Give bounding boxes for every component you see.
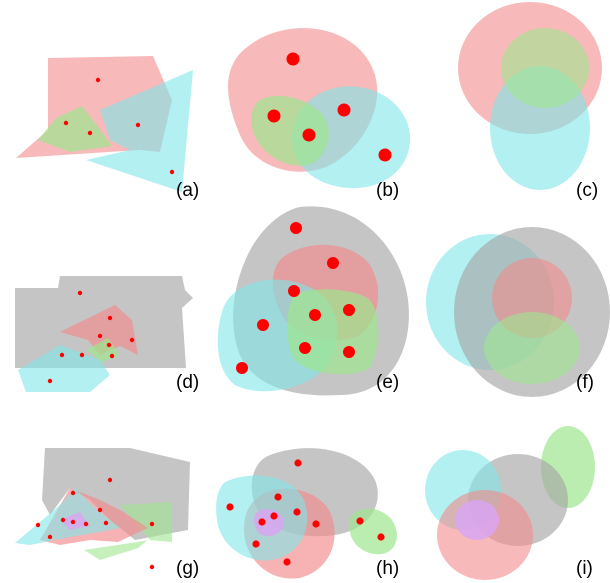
point [63, 120, 69, 126]
point [274, 493, 282, 501]
panel-i: (i) [425, 426, 595, 580]
point [343, 304, 355, 316]
panel-label: (a) [176, 180, 199, 201]
panel-label: (h) [376, 558, 399, 579]
point [95, 77, 101, 83]
point [149, 564, 155, 570]
green-region [501, 28, 589, 108]
red-region [60, 305, 138, 355]
point [267, 109, 281, 123]
point [129, 337, 135, 343]
point [294, 459, 302, 467]
panel-h: (h) [216, 448, 399, 579]
panel-c: (c) [458, 2, 602, 201]
point [87, 130, 93, 136]
panel-e: (e) [217, 206, 409, 396]
panel-label: (f) [576, 372, 594, 393]
point [236, 362, 248, 374]
panel-f: (f) [426, 227, 610, 397]
cyan-region [15, 488, 120, 545]
point [312, 520, 320, 528]
point [107, 315, 113, 321]
cyan-region [18, 345, 110, 392]
point [258, 518, 266, 526]
point [293, 508, 301, 516]
point [47, 534, 53, 540]
panel-label: (d) [176, 372, 199, 393]
panel-label: (b) [376, 180, 399, 201]
point [327, 257, 339, 269]
point [169, 169, 175, 175]
point [106, 342, 112, 348]
point [109, 353, 115, 359]
point [83, 521, 89, 527]
panel-label: (c) [576, 180, 598, 201]
point [107, 477, 113, 483]
point [343, 346, 355, 358]
cyan-region [86, 70, 193, 192]
panel-d: (d) [15, 276, 199, 393]
panel-b: (b) [228, 28, 411, 201]
point [378, 148, 392, 162]
green-region [484, 312, 580, 384]
point [270, 512, 278, 520]
point [70, 519, 76, 525]
point [337, 103, 351, 117]
point [252, 540, 260, 548]
point [290, 222, 302, 234]
point [309, 309, 321, 321]
point [97, 507, 103, 513]
point [299, 342, 311, 354]
point [283, 558, 291, 566]
point [302, 128, 316, 142]
panel-label: (e) [376, 372, 399, 393]
green-region [348, 508, 397, 555]
point [135, 122, 141, 128]
point [149, 521, 155, 527]
point [226, 503, 234, 511]
panel-g: (g) [15, 448, 199, 579]
point [59, 352, 65, 358]
green-region [38, 106, 112, 152]
purple-region [455, 500, 499, 540]
point [103, 520, 109, 526]
point [77, 290, 83, 296]
point [47, 378, 53, 384]
panel-label: (g) [176, 558, 199, 579]
point [286, 52, 300, 66]
point [97, 333, 103, 339]
panel-label: (i) [576, 558, 593, 579]
point [79, 352, 85, 358]
point [35, 522, 41, 528]
point [356, 517, 364, 525]
point [377, 533, 385, 541]
cyan-region [291, 86, 411, 189]
panel-a: (a) [16, 56, 199, 201]
point [257, 319, 269, 331]
point [60, 517, 66, 523]
green-region [287, 289, 379, 375]
point [288, 285, 300, 297]
green-region [84, 502, 172, 560]
point [70, 490, 76, 496]
purple-region [60, 512, 90, 530]
